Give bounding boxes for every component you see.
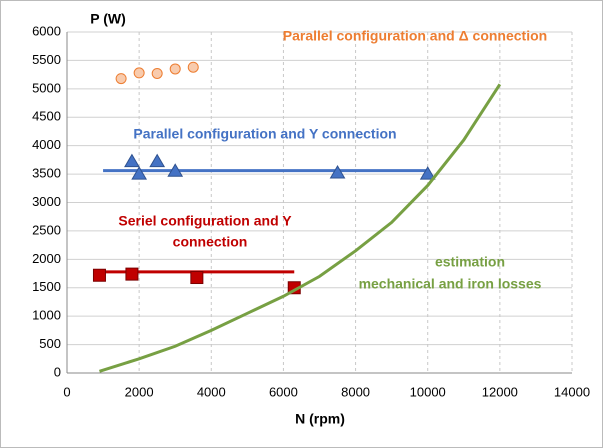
series-label: Parallel configuration and Y connection	[133, 126, 396, 142]
point	[131, 166, 148, 180]
point	[187, 61, 199, 73]
y-tick-label: 500	[39, 336, 61, 351]
point	[115, 73, 127, 85]
x-tick-label: 8000	[341, 384, 370, 399]
series-label: Parallel configuration and Δ connection	[283, 28, 547, 44]
y-axis-label: P (W)	[90, 11, 126, 27]
y-tick-label: 3000	[32, 194, 61, 209]
series-label: Seriel configuration and Y	[118, 213, 292, 229]
point	[329, 164, 346, 179]
point	[419, 166, 436, 180]
series-label: connection	[173, 234, 248, 250]
point	[92, 268, 106, 282]
x-tick-label: 2000	[125, 384, 154, 399]
series-label: mechanical and iron losses	[359, 276, 542, 292]
y-tick-label: 2500	[32, 222, 61, 237]
estimation-curve	[99, 83, 502, 373]
series-label: estimation	[435, 254, 505, 270]
x-axis-label: N (rpm)	[295, 411, 345, 427]
point	[167, 163, 184, 177]
y-tick-label: 1000	[32, 308, 61, 323]
point	[169, 63, 181, 75]
y-tick-label: 0	[54, 364, 61, 379]
y-tick-label: 2000	[32, 251, 61, 266]
y-tick-label: 5500	[32, 52, 61, 67]
y-tick-label: 4000	[32, 137, 61, 152]
x-tick-label: 12000	[482, 384, 518, 399]
y-tick-label: 4500	[32, 109, 61, 124]
y-tick-label: 5000	[32, 80, 61, 95]
y-tick-label: 3500	[32, 166, 61, 181]
x-tick-label: 14000	[554, 384, 590, 399]
x-tick-label: 6000	[269, 384, 298, 399]
y-tick-label: 1500	[32, 279, 61, 294]
x-tick-label: 10000	[410, 384, 446, 399]
point	[149, 153, 166, 168]
point	[124, 153, 140, 168]
x-tick-label: 4000	[197, 384, 226, 399]
point	[125, 267, 139, 281]
point	[151, 67, 163, 79]
point	[190, 271, 204, 285]
point	[133, 67, 145, 79]
x-tick-label: 0	[63, 384, 70, 399]
y-tick-label: 6000	[32, 23, 61, 38]
